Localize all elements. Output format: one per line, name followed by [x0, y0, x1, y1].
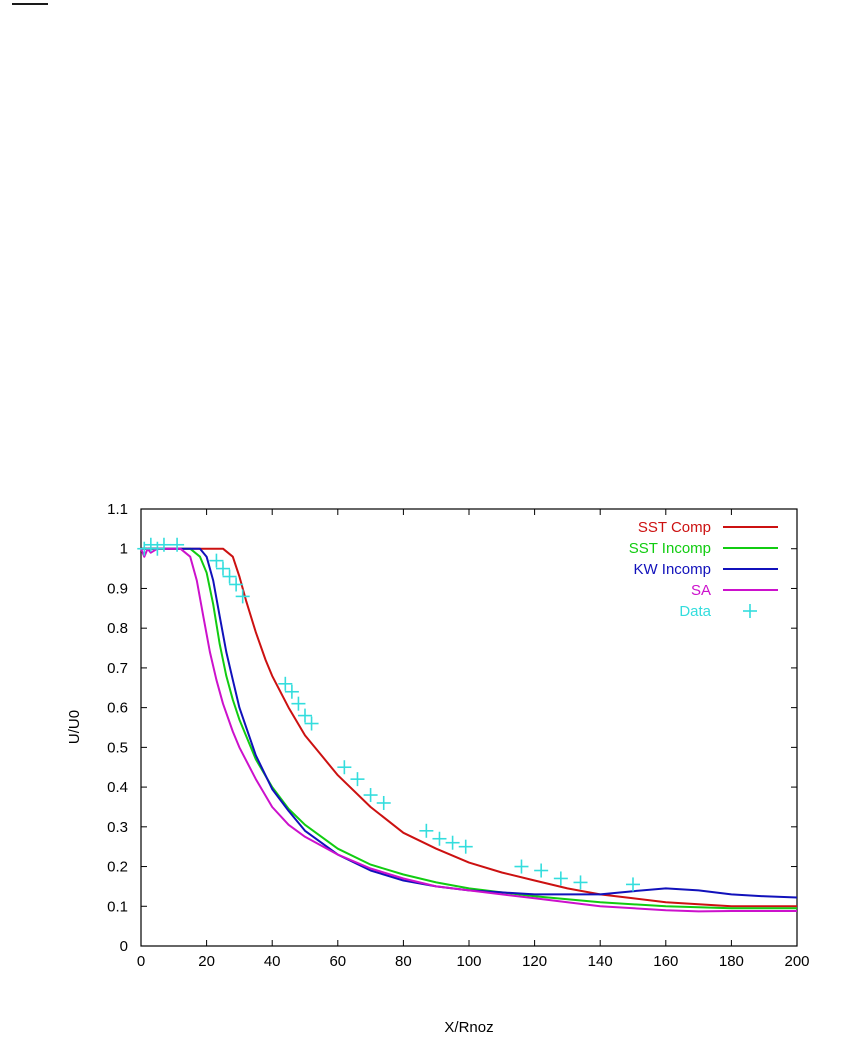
- series-line-sst-comp: [141, 547, 797, 908]
- x-tick-label: 100: [456, 953, 481, 970]
- data-point: [170, 537, 185, 552]
- x-tick-label: 200: [784, 953, 809, 970]
- x-tick-label: 160: [653, 953, 678, 970]
- data-point: [235, 589, 250, 604]
- x-axis-label: X/Rnoz: [444, 1019, 493, 1036]
- data-point: [553, 871, 568, 886]
- y-tick-label: 0.3: [107, 819, 128, 836]
- data-point: [150, 541, 165, 556]
- series-layer: [137, 537, 798, 913]
- x-tick-label: 80: [395, 953, 412, 970]
- data-point: [209, 553, 224, 568]
- legend-label-sst-comp: SST Comp: [638, 519, 711, 536]
- y-tick-label: 0.7: [107, 660, 128, 677]
- y-tick-label: 0.2: [107, 859, 128, 876]
- x-tick-label: 60: [329, 953, 346, 970]
- x-tick-label: 40: [264, 953, 281, 970]
- series-line-kw-incomp: [141, 547, 798, 899]
- y-tick-label: 0.8: [107, 620, 128, 637]
- data-point: [376, 795, 391, 810]
- data-point: [222, 569, 237, 584]
- y-tick-label: 1: [120, 541, 128, 558]
- x-tick-label: 120: [522, 953, 547, 970]
- y-tick-label: 0.4: [107, 779, 128, 796]
- data-point: [350, 772, 365, 787]
- data-point: [363, 788, 378, 803]
- axis-ticks: 0 20 40 60 80 100 120 140 160 180 200 0 0.1 0.2 0.3 0.4…: [107, 501, 809, 970]
- corner-mark: [12, 3, 48, 5]
- legend: SST Comp SST Incomp KW Incomp SA Data: [629, 519, 778, 620]
- data-point: [216, 561, 230, 576]
- data-point: [514, 859, 529, 874]
- data-point: [304, 716, 319, 731]
- legend-label-data: Data: [679, 603, 711, 620]
- x-tick-label: 180: [719, 953, 744, 970]
- y-tick-label: 0.6: [107, 700, 128, 717]
- y-axis-label: U/U0: [66, 710, 83, 744]
- x-tick-label: 0: [137, 953, 145, 970]
- x-tick-label: 140: [588, 953, 613, 970]
- data-point: [419, 823, 434, 838]
- y-tick-label: 0.1: [107, 898, 128, 915]
- y-tick-label: 0.9: [107, 580, 128, 597]
- data-point: [432, 831, 447, 846]
- data-point: [626, 877, 640, 892]
- data-point: [156, 537, 171, 552]
- data-point: [291, 696, 306, 711]
- series-line-sa: [140, 547, 797, 913]
- legend-label-sa: SA: [691, 582, 711, 599]
- data-point: [534, 863, 549, 878]
- data-point: [445, 835, 460, 850]
- data-point: [229, 577, 244, 592]
- data-point: [284, 684, 299, 699]
- y-tick-label: 0: [120, 938, 128, 955]
- data-point: [278, 676, 293, 691]
- y-tick-label: 0.5: [107, 739, 128, 756]
- data-point: [458, 839, 473, 854]
- legend-swatch-data: [743, 604, 757, 618]
- data-point: [337, 760, 352, 775]
- data-point: [298, 708, 312, 723]
- data-point: [137, 541, 152, 556]
- y-tick-label: 1.1: [107, 501, 128, 518]
- legend-label-kw-incomp: KW Incomp: [633, 561, 711, 578]
- data-point: [573, 875, 588, 890]
- legend-label-sst-incomp: SST Incomp: [629, 540, 711, 557]
- x-tick-label: 20: [198, 953, 215, 970]
